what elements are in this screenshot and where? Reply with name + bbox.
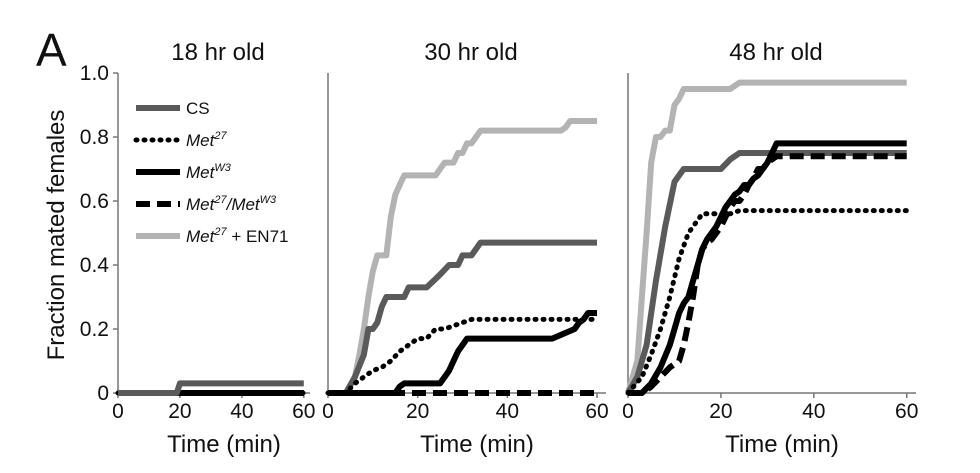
x-tick-label: 20 [709, 400, 732, 423]
x-tick-label: 20 [406, 400, 429, 423]
y-tick-label: 0 [97, 382, 109, 405]
legend: CS Met27 MetW3 Met27/MetW3 Met27 + EN71 [133, 99, 289, 246]
panel-title: 48 hr old [729, 39, 822, 66]
y-tick-label: 0.4 [80, 254, 110, 277]
series-line-met27-en71 [625, 79, 907, 394]
series-line-cs [328, 239, 597, 396]
x-axis-title: Time (min) [420, 431, 534, 458]
series-line-metw3 [328, 310, 597, 396]
series-line-met27 [625, 208, 910, 396]
legend-label: Met27 + EN71 [186, 226, 289, 246]
legend-label: CS [186, 99, 210, 118]
x-tick-label: 60 [292, 400, 315, 423]
panel-title: 18 hr old [171, 39, 264, 66]
legend-label: Met27/MetW3 [186, 194, 277, 214]
legend-label: Met27 [186, 130, 227, 150]
y-axis-title: Fraction mated females [43, 110, 70, 361]
y-tick-label: 0.6 [80, 190, 109, 213]
y-tick-label: 0.8 [80, 126, 109, 149]
x-axis-title: Time (min) [167, 431, 281, 458]
series-line-met27-en71 [328, 118, 597, 396]
x-tick-label: 0 [622, 400, 634, 423]
x-tick-label: 40 [802, 400, 825, 423]
series-line-met27-metw3 [628, 153, 907, 396]
x-tick-label: 60 [585, 400, 608, 423]
panel-2: 30 hr old 0 20 40 60 Time (min) [322, 39, 609, 458]
y-tick-label: 0.2 [80, 318, 109, 341]
legend-label: MetW3 [186, 162, 232, 182]
x-tick-label: 40 [230, 400, 253, 423]
series-line-cs [625, 150, 907, 395]
panel-title: 30 hr old [424, 39, 517, 66]
x-tick-label: 20 [168, 400, 191, 423]
series-line-metw3 [628, 140, 907, 396]
x-tick-label: 0 [322, 400, 334, 423]
x-axis-title: Time (min) [725, 431, 839, 458]
series-line-cs [118, 380, 304, 396]
panel-3: 48 hr old 0 20 40 60 Time (min) [622, 39, 918, 458]
panel-1: 18 hr old 0 20 40 60 0 0.2 0.4 0.6 0.8 1.0 Time (mi… [80, 39, 316, 458]
y-tick-label: 1.0 [80, 62, 109, 85]
series-line-met27 [325, 316, 600, 396]
x-tick-label: 0 [112, 400, 124, 423]
x-tick-label: 40 [496, 400, 519, 423]
panel-letter: A [36, 24, 67, 76]
x-tick-label: 60 [895, 400, 918, 423]
